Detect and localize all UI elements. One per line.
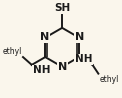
Text: N: N — [75, 32, 84, 42]
Text: NH: NH — [33, 65, 50, 75]
Text: ethyl: ethyl — [99, 75, 119, 84]
Text: ethyl: ethyl — [3, 47, 22, 56]
Text: N: N — [40, 32, 49, 42]
Text: NH: NH — [75, 54, 92, 64]
Text: SH: SH — [54, 3, 70, 13]
Text: N: N — [57, 62, 67, 72]
